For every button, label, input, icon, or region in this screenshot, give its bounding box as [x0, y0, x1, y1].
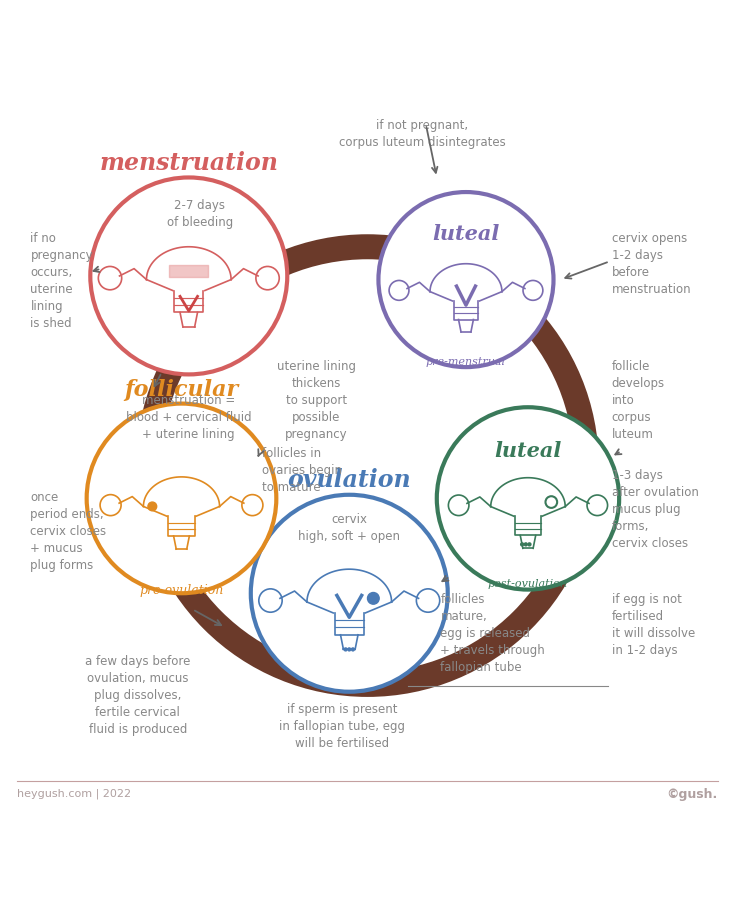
Text: follicle
develops
into
corpus
luteum: follicle develops into corpus luteum [612, 360, 665, 441]
Text: 1-3 days
after ovulation
mucus plug
forms,
cervix closes: 1-3 days after ovulation mucus plug form… [612, 469, 699, 550]
Text: ovulation: ovulation [287, 468, 411, 492]
Circle shape [368, 593, 379, 604]
Circle shape [343, 648, 348, 651]
Text: follicular: follicular [124, 379, 239, 400]
Circle shape [347, 648, 351, 651]
Circle shape [520, 542, 524, 547]
Text: cervix opens
1-2 days
before
menstruation: cervix opens 1-2 days before menstruatio… [612, 232, 692, 296]
Text: if sperm is present
in fallopian tube, egg
will be fertilised: if sperm is present in fallopian tube, e… [279, 703, 405, 750]
Text: uterine lining
thickens
to support
possible
pregnancy: uterine lining thickens to support possi… [277, 360, 356, 441]
Text: post-ovulation: post-ovulation [488, 579, 568, 589]
Text: menstruation =
blood + cervical fluid
+ uterine lining: menstruation = blood + cervical fluid + … [126, 394, 251, 441]
Circle shape [527, 542, 531, 547]
Circle shape [87, 403, 276, 594]
Circle shape [351, 648, 355, 651]
Text: if not pregnant,
corpus luteum disintegrates: if not pregnant, corpus luteum disintegr… [339, 119, 506, 149]
Text: menstruation: menstruation [99, 151, 279, 175]
Circle shape [90, 178, 287, 374]
Text: once
period ends,
cervix closes
+ mucus
plug forms: once period ends, cervix closes + mucus … [30, 491, 107, 572]
Text: if no
pregnancy
occurs,
uterine
lining
is shed: if no pregnancy occurs, uterine lining i… [30, 232, 93, 330]
Circle shape [523, 542, 528, 547]
Text: luteal: luteal [495, 441, 562, 461]
Circle shape [379, 192, 553, 367]
Text: follicles
mature,
egg is released
+ travels through
fallopian tube: follicles mature, egg is released + trav… [440, 594, 545, 674]
Circle shape [148, 502, 157, 511]
Text: a few days before
ovulation, mucus
plug dissolves,
fertile cervical
fluid is pro: a few days before ovulation, mucus plug … [85, 655, 190, 736]
Circle shape [437, 407, 619, 590]
Text: ©gush.: ©gush. [667, 788, 717, 801]
Text: follicles in
ovaries begin
to mature: follicles in ovaries begin to mature [262, 447, 342, 494]
Text: luteal: luteal [432, 224, 500, 244]
Text: heygush.com | 2022: heygush.com | 2022 [18, 788, 132, 798]
Circle shape [251, 495, 448, 692]
Text: 2-7 days
of bleeding: 2-7 days of bleeding [167, 199, 233, 229]
Text: pre-ovulation: pre-ovulation [140, 584, 223, 597]
Text: pre-menstrual: pre-menstrual [426, 357, 506, 367]
Text: if egg is not
fertilised
it will dissolve
in 1-2 days: if egg is not fertilised it will dissolv… [612, 594, 695, 658]
Text: cervix
high, soft + open: cervix high, soft + open [298, 513, 401, 543]
